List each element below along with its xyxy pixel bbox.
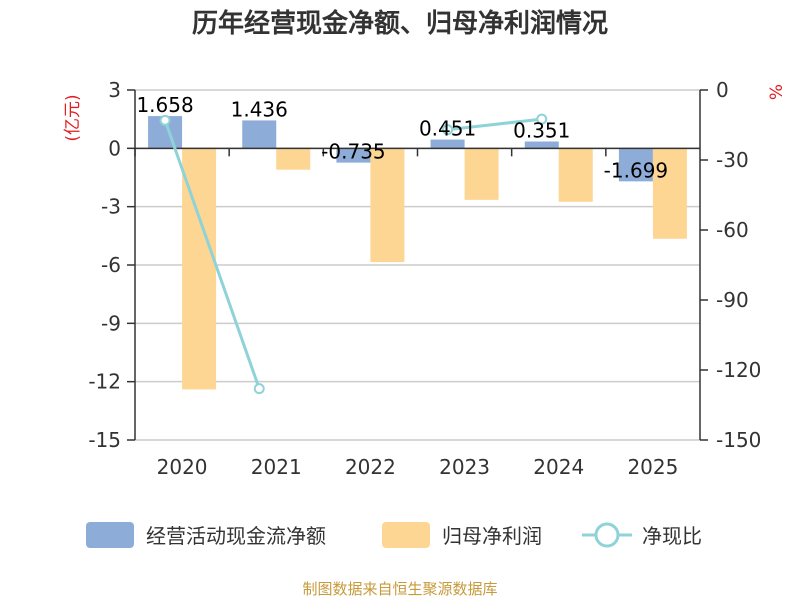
legend-label-cashflow: 经营活动现金流净额 <box>146 524 326 548</box>
grid-lines <box>135 89 700 441</box>
legend-swatch-cashflow <box>86 522 134 548</box>
bar-netprofit <box>370 148 405 263</box>
y-right-tick-label: 0 <box>716 78 729 102</box>
y-left-tick-label: -9 <box>101 311 121 335</box>
y-right-tick-label: -30 <box>716 148 749 172</box>
y-left-tick-label: -12 <box>88 370 121 394</box>
bar-netprofit <box>652 148 687 239</box>
bar-cashflow <box>524 141 559 149</box>
x-tick-label: 2023 <box>439 455 490 479</box>
legend-swatch-netprofit <box>382 522 430 548</box>
y-right-tick-label: -90 <box>716 288 749 312</box>
y-right-tick-label: -120 <box>716 358 761 382</box>
x-tick-label: 2020 <box>157 455 208 479</box>
legend: 经营活动现金流净额 归母净利润 净现比 <box>86 522 702 548</box>
x-tick-label: 2024 <box>533 455 584 479</box>
legend-marker-ratio <box>594 522 620 548</box>
bar-netprofit <box>558 148 593 202</box>
data-labels: 1.658 1.436 -0.735 0.451 0.351 -1.699 <box>136 93 668 182</box>
bars <box>148 116 687 390</box>
y-left-tick-label: -3 <box>101 195 121 219</box>
y-right-tick-label: -150 <box>716 428 761 452</box>
data-label-cashflow: 1.658 <box>136 93 193 117</box>
chart-title: 历年经营现金净额、归母净利润情况 <box>192 8 608 39</box>
ratio-point <box>536 113 548 125</box>
y-right-tick-label: -60 <box>716 218 749 242</box>
y-left-tick-label: -6 <box>101 253 121 277</box>
bar-netprofit <box>276 148 311 170</box>
y-right-unit-label: % <box>767 84 787 100</box>
bar-cashflow <box>430 139 465 149</box>
x-tick-label: 2022 <box>345 455 396 479</box>
data-label-cashflow: 0.351 <box>513 119 570 143</box>
x-tick-label: 2025 <box>627 455 678 479</box>
ratio-point <box>442 124 454 136</box>
bar-netprofit <box>464 148 499 200</box>
ratio-point <box>253 383 265 395</box>
axes <box>127 89 708 441</box>
bar-cashflow <box>242 120 277 149</box>
data-label-cashflow: -0.735 <box>321 140 385 164</box>
ratio-line-series <box>159 113 548 395</box>
data-label-cashflow: 1.436 <box>231 97 288 121</box>
bar-cashflow <box>618 148 653 182</box>
source-note: 制图数据来自恒生聚源数据库 <box>302 580 497 598</box>
legend-label-ratio: 净现比 <box>642 524 702 548</box>
legend-label-netprofit: 归母净利润 <box>442 524 542 548</box>
x-tick-label: 2021 <box>251 455 302 479</box>
y-left-tick-label: 0 <box>108 136 121 160</box>
ratio-line-segment <box>163 119 261 390</box>
data-label-cashflow: -1.699 <box>604 158 668 182</box>
y-left-tick-label: 3 <box>108 78 121 102</box>
ratio-point <box>159 114 171 126</box>
ratio-line-segment <box>447 117 542 132</box>
y-left-unit-label: (亿元) <box>63 94 83 141</box>
data-label-cashflow: 0.451 <box>419 117 476 141</box>
y-left-tick-label: -15 <box>88 428 121 452</box>
bar-cashflow <box>336 148 371 163</box>
